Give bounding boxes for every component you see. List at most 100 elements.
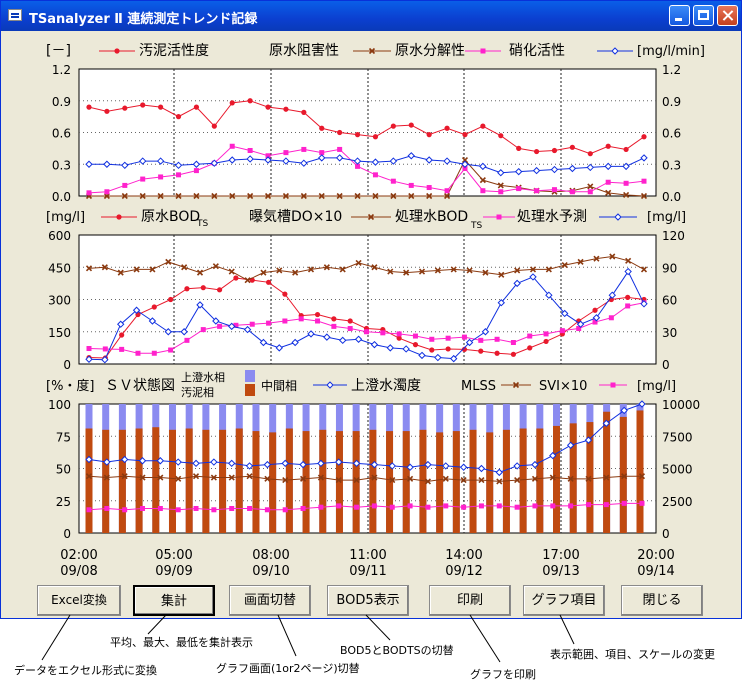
data-point xyxy=(496,503,502,509)
date-tick-label: 09/12 xyxy=(445,564,482,579)
data-point xyxy=(247,505,253,511)
legend-label: 処理水予測 xyxy=(517,209,587,225)
legend-prediction-marker xyxy=(614,213,622,221)
data-point xyxy=(181,264,188,271)
data-point xyxy=(587,151,593,157)
data-point xyxy=(592,314,601,322)
data-point xyxy=(352,459,361,468)
data-point xyxy=(86,104,92,110)
data-point xyxy=(426,185,432,191)
data-point xyxy=(140,505,146,511)
legend-title: ＳＶ状態図 xyxy=(105,378,175,394)
data-point xyxy=(121,192,128,200)
data-point xyxy=(429,347,435,353)
bod5-display-button[interactable]: BOD5表示 xyxy=(327,585,409,616)
series-line xyxy=(89,159,645,197)
data-point xyxy=(264,156,272,164)
data-point xyxy=(283,106,289,112)
bar-sludge xyxy=(302,431,310,533)
data-point xyxy=(355,163,361,169)
data-point xyxy=(592,307,598,313)
data-point xyxy=(263,460,272,469)
maximize-button[interactable] xyxy=(693,5,714,26)
data-point xyxy=(425,156,433,164)
data-point xyxy=(549,451,557,460)
data-point xyxy=(299,475,307,482)
bar-sludge xyxy=(118,429,126,533)
data-point xyxy=(418,351,426,360)
data-point xyxy=(641,178,647,184)
y-tick-label: 75 xyxy=(56,430,71,444)
data-point xyxy=(640,154,648,162)
data-point xyxy=(353,157,362,165)
data-point xyxy=(477,464,486,473)
bar-sludge xyxy=(519,428,527,533)
data-point xyxy=(371,474,378,481)
legend-label: 硝化活性 xyxy=(509,43,565,59)
data-point xyxy=(532,503,538,509)
minimize-button[interactable] xyxy=(669,5,690,26)
close-window-button[interactable] xyxy=(717,5,738,26)
close-button[interactable]: 閉じる xyxy=(621,585,703,616)
data-point xyxy=(407,503,413,509)
title-bar[interactable]: TSanalyzer Ⅱ 連続測定トレンド記録 xyxy=(1,1,741,31)
data-point xyxy=(175,114,182,120)
data-point xyxy=(429,336,435,342)
data-point xyxy=(605,189,612,196)
data-point xyxy=(282,157,290,165)
date-tick-label: 09/14 xyxy=(637,564,674,579)
legend-label: MLSS xyxy=(461,379,496,394)
data-point xyxy=(85,455,93,464)
legend-label: SVI×10 xyxy=(539,379,587,394)
date-tick-label: 09/11 xyxy=(349,564,386,579)
y-tick-label: 0.3 xyxy=(52,158,71,172)
graph-items-button[interactable]: グラフ項目 xyxy=(523,585,605,616)
data-point xyxy=(621,500,627,506)
data-point xyxy=(534,188,540,194)
print-button[interactable]: 印刷 xyxy=(429,585,511,616)
data-point xyxy=(531,475,539,482)
data-point xyxy=(233,322,239,328)
data-point xyxy=(443,192,451,200)
bar-sludge xyxy=(636,410,644,533)
data-point xyxy=(228,156,236,164)
excel-export-button[interactable]: Excel変換 xyxy=(37,585,121,616)
y2-tick-label: 2500 xyxy=(662,495,693,509)
data-point xyxy=(625,257,632,264)
data-point xyxy=(386,344,394,352)
data-point xyxy=(461,160,469,168)
data-point xyxy=(531,460,539,469)
data-point xyxy=(543,338,549,345)
data-point xyxy=(461,334,467,340)
bar-sludge xyxy=(135,428,143,533)
data-point xyxy=(265,279,272,285)
data-point xyxy=(337,129,343,136)
legend-mlss-marker xyxy=(512,381,520,389)
data-point xyxy=(371,158,380,166)
data-point xyxy=(478,503,484,509)
data-point xyxy=(85,355,93,363)
data-point xyxy=(403,269,410,276)
data-point xyxy=(244,277,251,284)
bar-sludge xyxy=(553,425,561,533)
y2-tick-label: 0.6 xyxy=(662,127,681,141)
summary-button[interactable]: 集計 xyxy=(133,585,215,616)
data-point xyxy=(371,264,378,271)
data-point xyxy=(566,441,575,449)
data-point xyxy=(200,327,206,333)
data-point xyxy=(193,505,199,511)
screen-switch-button[interactable]: 画面切替 xyxy=(229,585,311,616)
data-point xyxy=(103,474,110,481)
series-line xyxy=(88,145,645,194)
legend-label: 原水阻害性 xyxy=(269,43,339,59)
data-point xyxy=(450,266,457,273)
data-point xyxy=(151,304,157,310)
data-point xyxy=(621,473,628,480)
data-point xyxy=(465,338,474,347)
data-point xyxy=(434,267,441,274)
data-point xyxy=(587,189,593,195)
time-tick-label: 14:00 xyxy=(445,548,482,563)
data-point xyxy=(247,98,253,104)
data-point xyxy=(336,503,342,509)
data-point xyxy=(390,123,396,129)
